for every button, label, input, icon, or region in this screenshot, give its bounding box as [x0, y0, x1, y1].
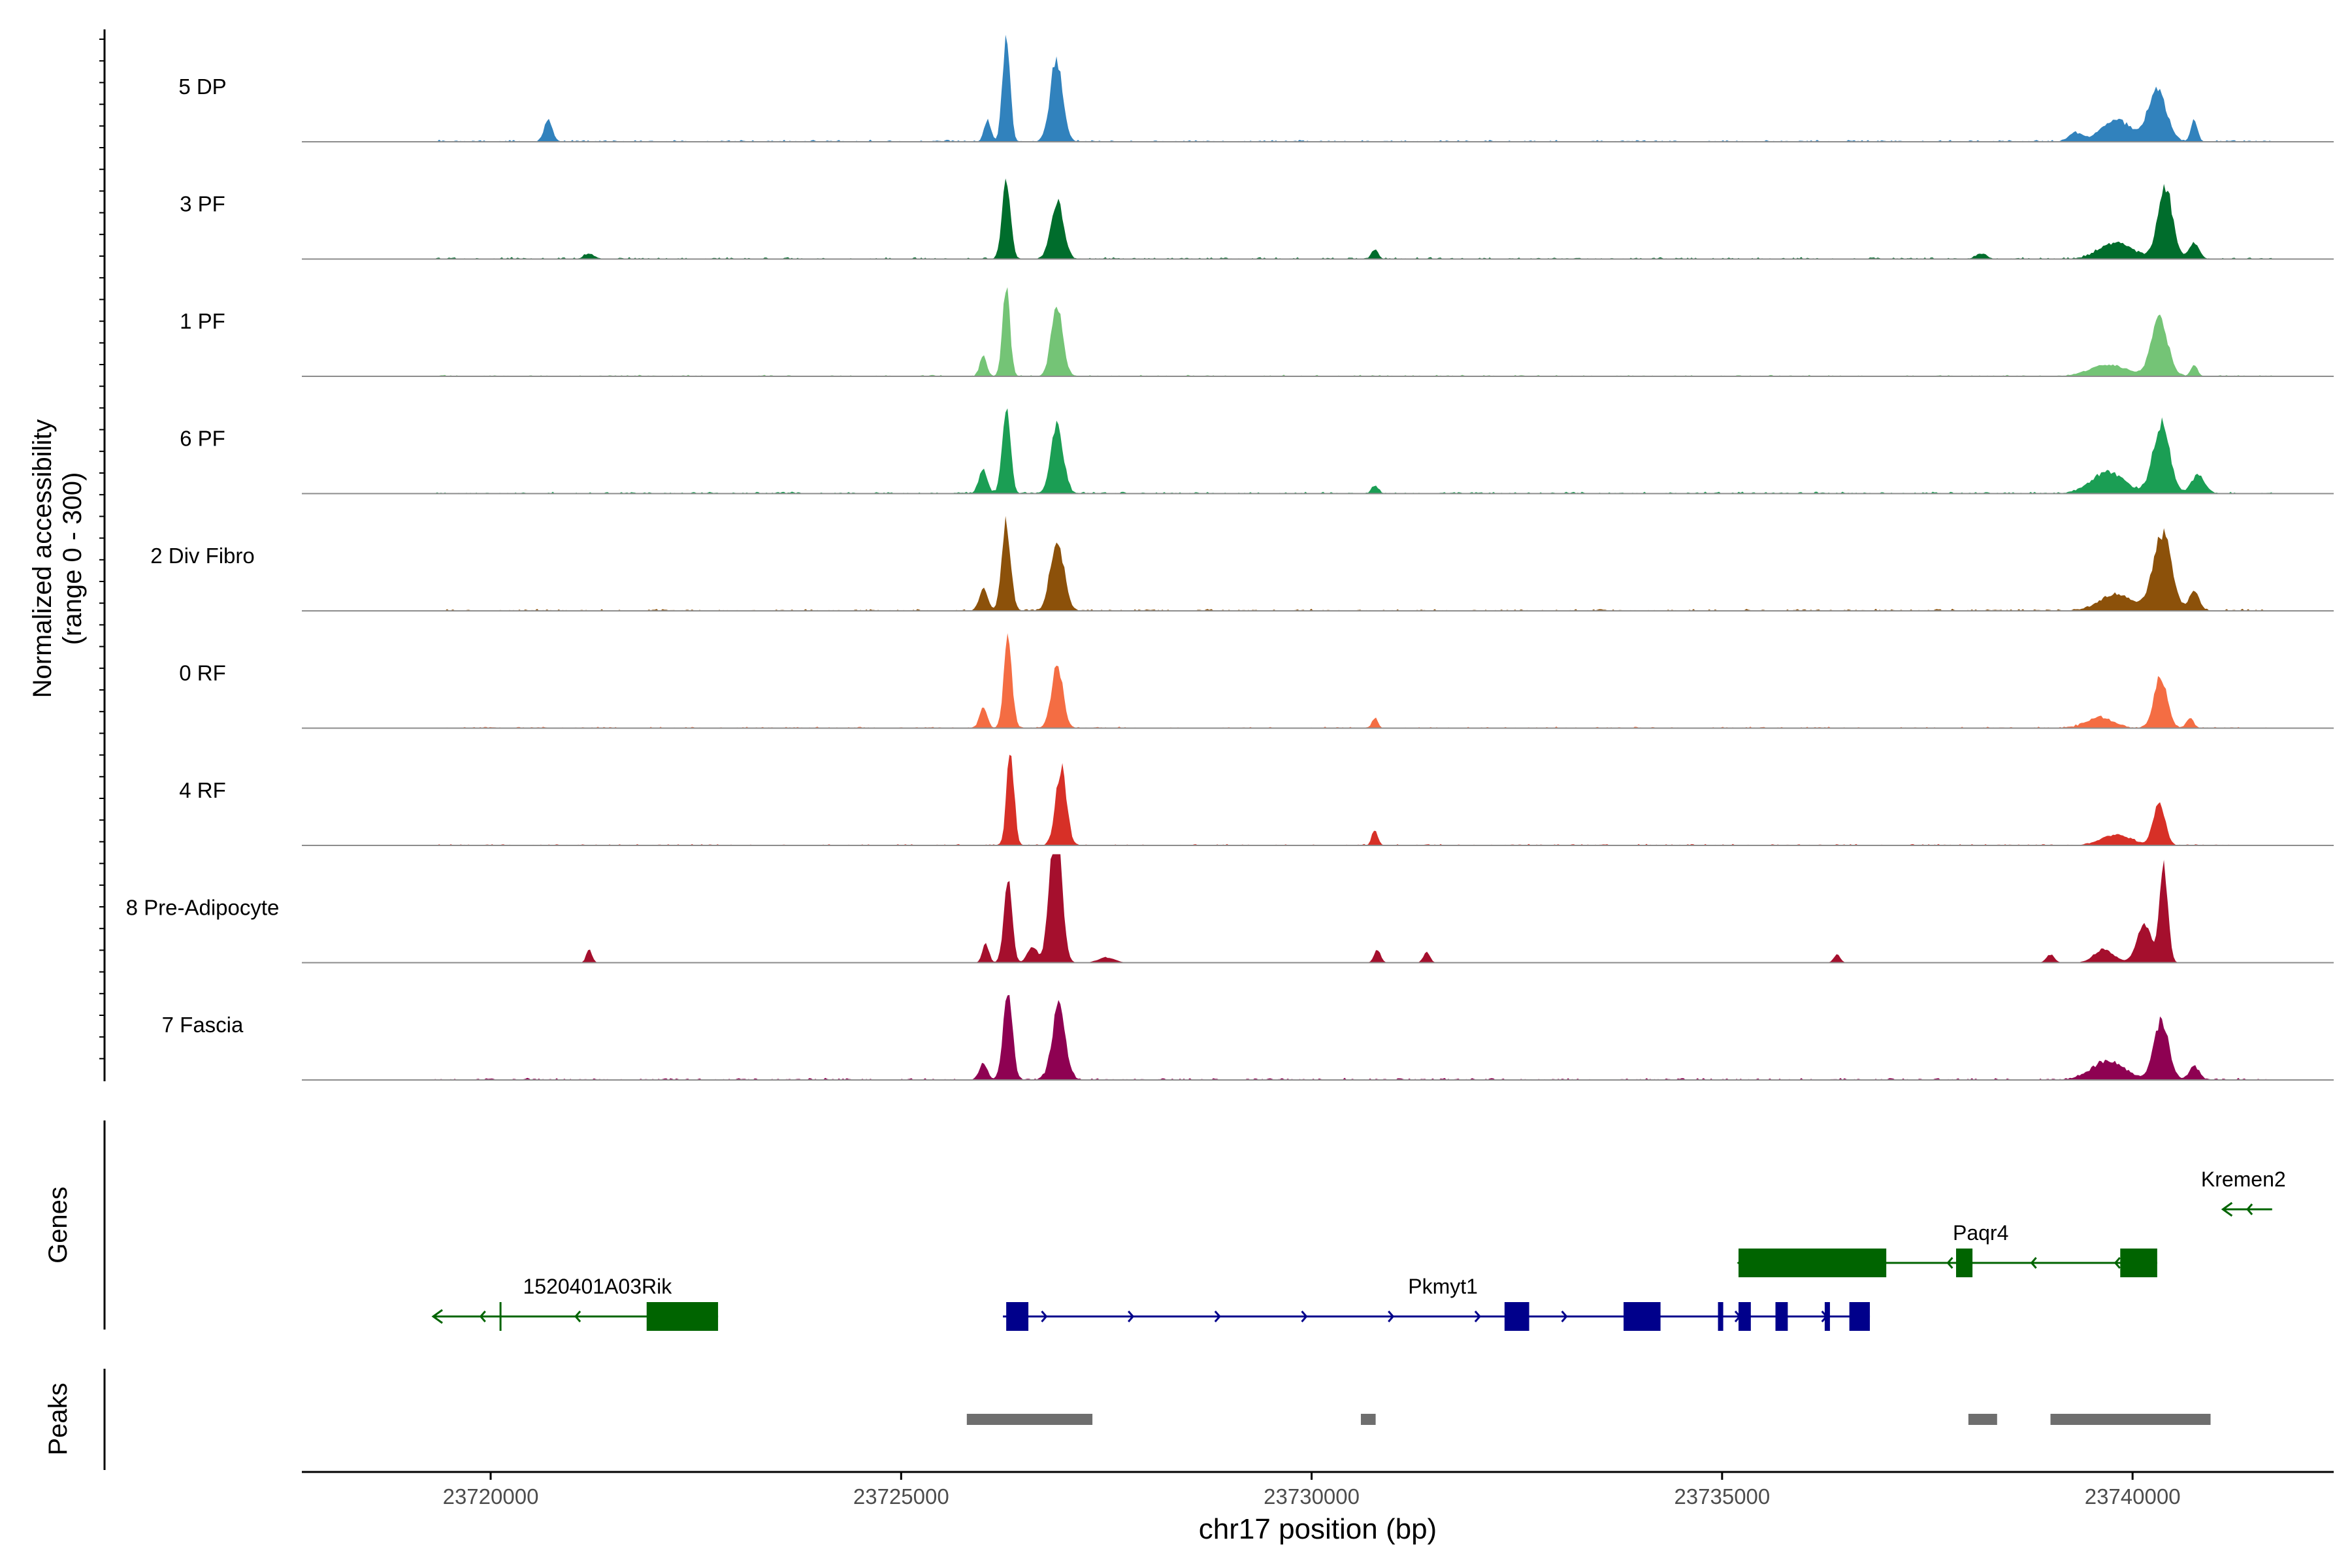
- coverage-area: [433, 994, 2272, 1080]
- gene-exon: [646, 1302, 719, 1331]
- peak-region: [966, 1414, 1093, 1425]
- gene-exon: [2120, 1249, 2157, 1277]
- gene-label: 1520401A03Rik: [523, 1275, 672, 1298]
- track-label: 6 PF: [180, 427, 225, 451]
- track-3-pf: 3 PF: [180, 178, 2334, 260]
- x-axis-ticks: 23720000 23725000 23730000 23735000 23740000: [443, 1472, 2181, 1509]
- coverage-area: [433, 408, 2272, 494]
- track-8-pre-adipocyte: 8 Pre-Adipocyte: [126, 854, 2334, 964]
- gene-exon: [1849, 1302, 1870, 1331]
- track-label: 4 RF: [179, 778, 226, 802]
- x-tick-label: 23720000: [443, 1484, 539, 1509]
- strand-arrow: [1301, 1311, 1308, 1322]
- x-tick-label: 23740000: [2085, 1484, 2181, 1509]
- track-4-rf: 4 RF: [179, 755, 2334, 846]
- strand-arrow: [1946, 1257, 1953, 1269]
- gene-exon: [1718, 1302, 1723, 1331]
- track-label: 7 Fascia: [162, 1013, 244, 1037]
- track-label: 2 Div Fibro: [150, 544, 255, 568]
- peak-region: [1360, 1414, 1376, 1425]
- gene-exon: [1006, 1302, 1029, 1331]
- gene-exon: [1775, 1302, 1788, 1331]
- strand-arrow: [2221, 1201, 2233, 1217]
- track-label: 1 PF: [180, 309, 225, 333]
- gene-kremen2: Kremen2: [2201, 1168, 2286, 1217]
- gene-exon: [1955, 1249, 1973, 1277]
- gene-label: Paqr4: [1953, 1221, 2008, 1245]
- gene-exon: [1504, 1302, 1529, 1331]
- x-tick-label: 23735000: [1674, 1484, 1770, 1509]
- peak-regions: [966, 1414, 2211, 1425]
- track-0-rf: 0 RF: [179, 633, 2334, 729]
- track-2-div-fibro: 2 Div Fibro: [150, 515, 2334, 612]
- track-1-pf: 1 PF: [180, 287, 2334, 377]
- strand-arrow: [2246, 1203, 2253, 1215]
- gene-pkmyt1: Pkmyt1: [1003, 1275, 1870, 1331]
- gene-exon: [1738, 1302, 1751, 1331]
- strand-arrow: [1474, 1311, 1481, 1322]
- coverage-tracks: 5 DP 3 PF 1 PF 6 PF 2 Div Fibro 0 RF 4 RF 8 Pre…: [126, 35, 2334, 1081]
- gene-label: Pkmyt1: [1408, 1275, 1478, 1298]
- gene-paqr4: Paqr4: [1737, 1221, 2157, 1277]
- gene-annotations: 1520401A03Rik Pkmyt1 Paqr4 Kremen2: [431, 1168, 2286, 1331]
- strand-arrow: [574, 1311, 581, 1322]
- strand-arrow: [2114, 1257, 2121, 1269]
- strand-arrow: [479, 1311, 486, 1322]
- peak-region: [1968, 1414, 1997, 1425]
- gene-exon: [1624, 1302, 1661, 1331]
- x-tick-label: 23725000: [853, 1484, 949, 1509]
- coverage-y-ticks: [99, 39, 105, 1060]
- gene-1520401a03rik: 1520401A03Rik: [431, 1275, 719, 1331]
- strand-arrow: [2030, 1257, 2037, 1269]
- track-7-fascia: 7 Fascia: [162, 994, 2334, 1081]
- gene-exon: [1738, 1249, 1887, 1277]
- track-label: 3 PF: [180, 192, 225, 216]
- peak-region: [2050, 1414, 2211, 1425]
- x-tick-label: 23730000: [1264, 1484, 1360, 1509]
- y-axis-title-line1: Normalized accessibility: [28, 419, 57, 698]
- track-label: 5 DP: [178, 74, 226, 99]
- track-label: 0 RF: [179, 661, 226, 685]
- genes-panel-label: Genes: [44, 1186, 73, 1264]
- track-label: 8 Pre-Adipocyte: [126, 896, 280, 920]
- track-6-pf: 6 PF: [180, 408, 2334, 495]
- gene-exon: [1824, 1302, 1830, 1331]
- y-axis-title-line2: (range 0 - 300): [58, 472, 87, 645]
- track-5-dp: 5 DP: [178, 35, 2334, 142]
- strand-arrow: [1128, 1311, 1135, 1322]
- strand-arrow: [431, 1309, 443, 1324]
- peaks-panel-label: Peaks: [44, 1382, 73, 1455]
- x-axis-title: chr17 position (bp): [1199, 1513, 1437, 1545]
- strand-arrow: [1388, 1311, 1395, 1322]
- strand-arrow: [1041, 1311, 1048, 1322]
- gene-label: Kremen2: [2201, 1168, 2286, 1191]
- strand-arrow: [1561, 1311, 1568, 1322]
- strand-arrow: [1214, 1311, 1221, 1322]
